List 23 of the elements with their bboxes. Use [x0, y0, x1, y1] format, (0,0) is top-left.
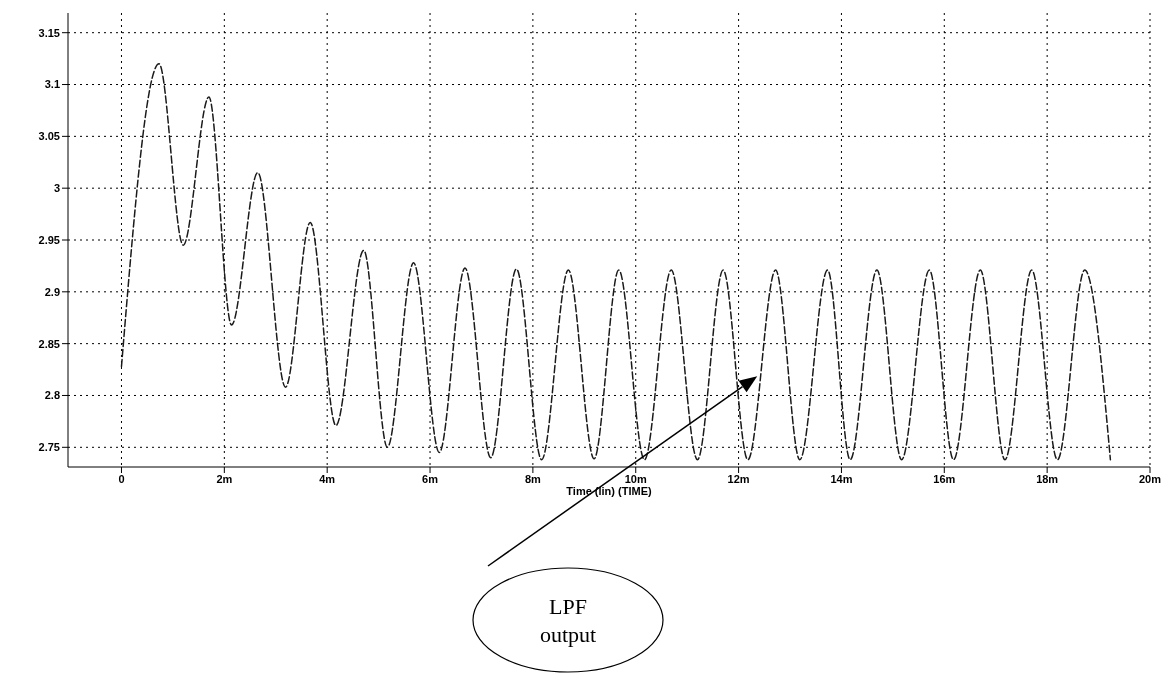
x-tick-label: 6m — [422, 472, 439, 485]
y-tick-label: 3.15 — [38, 26, 60, 39]
y-tick-label: 2.9 — [44, 285, 60, 298]
y-tick-label: 3.05 — [38, 130, 60, 143]
x-tick-label: 20m — [1138, 472, 1162, 485]
line-series — [120, 63, 1112, 461]
x-tick-label: 0 — [118, 472, 125, 485]
y-tick-label: 3 — [53, 182, 60, 195]
x-axis-title: Time (lin) (TIME) — [566, 484, 652, 497]
x-tick-label: 2m — [216, 472, 233, 485]
x-tick-label: 10m — [624, 472, 647, 485]
x-tick-label: 8m — [524, 472, 542, 485]
x-tick-label: 14m — [830, 472, 853, 485]
x-tick-label: 12m — [727, 472, 750, 485]
y-tick-label: 2.85 — [38, 337, 60, 350]
y-tick-label: 2.75 — [38, 441, 60, 454]
x-tick-label: 4m — [319, 472, 336, 485]
y-tick-label: 2.95 — [38, 233, 60, 246]
y-tick-label: 2.8 — [44, 389, 60, 402]
x-tick-label: 16m — [933, 472, 956, 485]
text: LPF output — [539, 594, 597, 647]
x-tick-label: 18m — [1036, 472, 1059, 485]
y-tick-label: 3.1 — [44, 78, 60, 91]
